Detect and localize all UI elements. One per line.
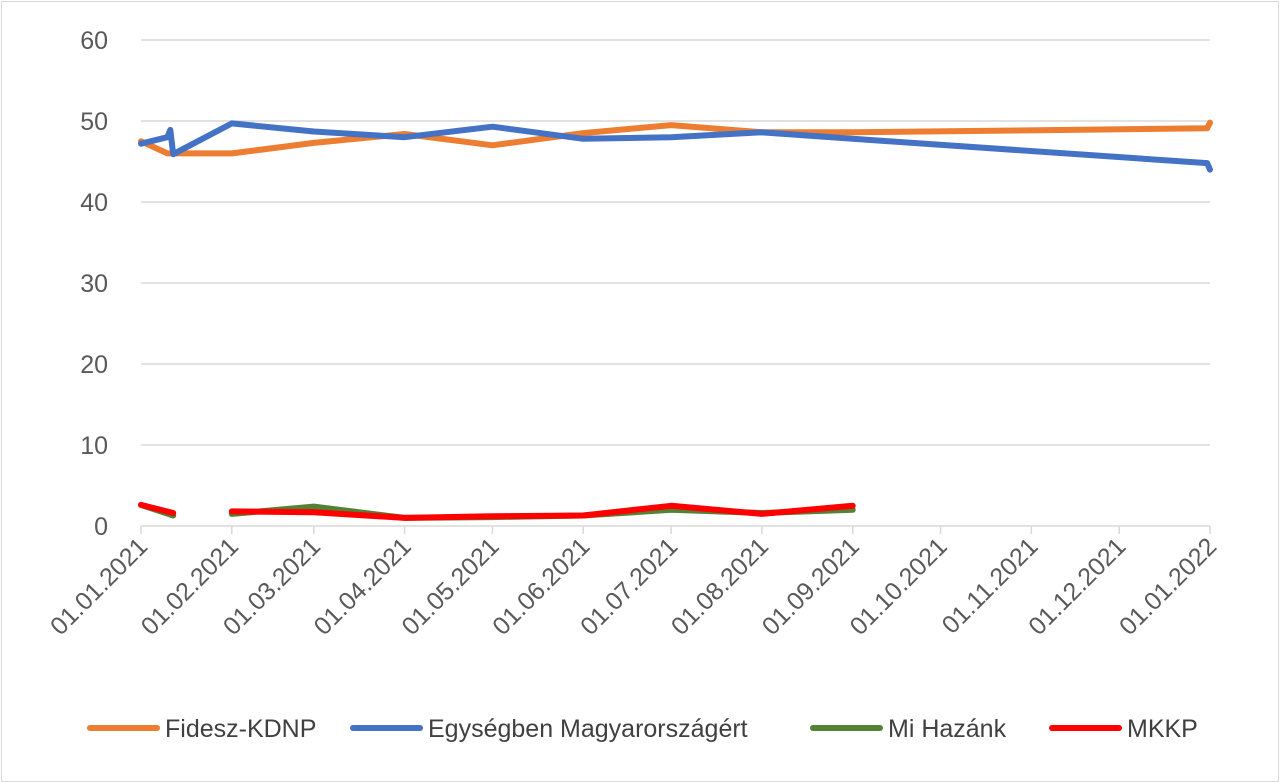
series-line (138, 501, 177, 516)
x-tick-label: 01.01.2022 (1114, 532, 1222, 640)
gridlines (141, 39, 1210, 446)
legend-label: Egységben Magyarországért (428, 715, 748, 743)
y-tick-label: 0 (94, 513, 108, 541)
y-tick-label: 40 (80, 189, 108, 217)
y-tick-label: 20 (80, 351, 108, 379)
y-tick-label: 60 (80, 27, 108, 55)
x-tick-label: 01.08.2021 (666, 532, 774, 640)
series-lines (138, 119, 1213, 521)
legend-label: Mi Hazánk (888, 715, 1007, 743)
series-line (138, 119, 1213, 157)
series-line (138, 120, 1213, 173)
legend-label: Fidesz-KDNP (165, 715, 316, 743)
legend-label: MKKP (1127, 715, 1198, 743)
series-line (228, 502, 856, 521)
x-tick-label: 01.01.2021 (45, 532, 153, 640)
y-tick-label: 10 (80, 432, 108, 460)
y-tick-label: 30 (80, 270, 108, 298)
y-axis-ticks: 0 10 20 30 40 50 60 (80, 27, 108, 541)
x-axis-ticks: 01.01.202101.02.202101.03.202101.04.2021… (45, 526, 1222, 641)
legend: Fidesz-KDNP Egységben Magyarországért Mi H… (87, 715, 1198, 743)
y-tick-label: 50 (80, 108, 108, 136)
